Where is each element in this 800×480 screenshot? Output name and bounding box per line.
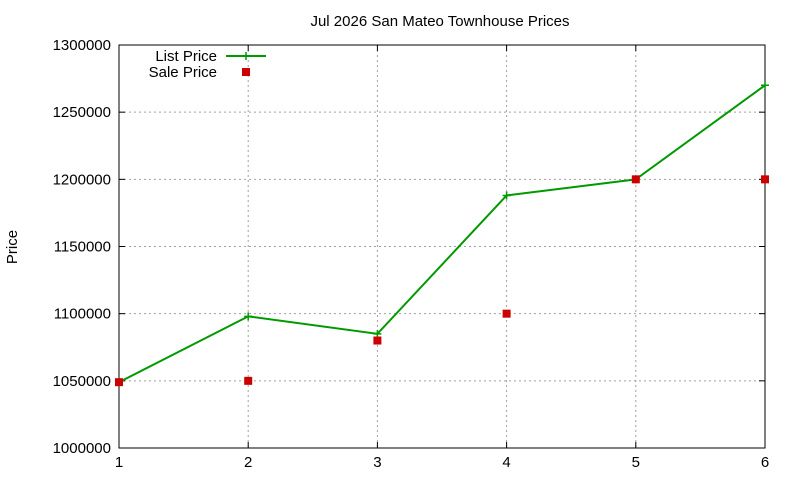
series bbox=[115, 81, 769, 387]
list-price-point bbox=[373, 329, 382, 338]
y-tick-label: 1250000 bbox=[53, 104, 111, 121]
x-tick-label: 3 bbox=[373, 454, 381, 471]
legend-label-sale-price: Sale Price bbox=[149, 64, 217, 81]
list-price-point bbox=[502, 191, 511, 200]
list-price-point bbox=[244, 312, 253, 321]
x-tick-label: 4 bbox=[502, 454, 510, 471]
list-price-line bbox=[118, 84, 766, 384]
legend-swatch-sale-price bbox=[242, 68, 250, 76]
y-tick-label: 1000000 bbox=[53, 440, 111, 457]
sale-price-point bbox=[244, 376, 253, 385]
legend-label-list-price: List Price bbox=[155, 48, 217, 65]
sale-price-point bbox=[373, 336, 382, 345]
sale-price-point bbox=[502, 309, 511, 318]
x-tick-label: 1 bbox=[115, 454, 123, 471]
sale-price-point bbox=[115, 378, 123, 387]
y-tick-label: 1050000 bbox=[53, 373, 111, 390]
sale-price-point bbox=[631, 175, 640, 184]
y-axis-label: Price bbox=[4, 230, 21, 264]
sale-price-point bbox=[761, 175, 769, 184]
x-tick-label: 6 bbox=[761, 454, 769, 471]
legend-marker-list-price bbox=[242, 52, 250, 60]
y-tick-label: 1100000 bbox=[54, 306, 111, 323]
grid bbox=[119, 45, 765, 448]
list-price-point bbox=[761, 81, 769, 90]
y-tick-label: 1150000 bbox=[54, 239, 111, 256]
chart-title: Jul 2026 San Mateo Townhouse Prices bbox=[310, 13, 569, 30]
y-tick-label: 1300000 bbox=[53, 37, 111, 54]
x-tick-label: 2 bbox=[244, 454, 252, 471]
y-tick-label: 1200000 bbox=[53, 171, 111, 188]
legend: List Price Sale Price bbox=[149, 48, 266, 81]
axis-ticks: 1 2 3 4 5 6 1000000 1050000 1100000 1150000 120000… bbox=[53, 37, 770, 471]
x-tick-label: 5 bbox=[632, 454, 640, 471]
